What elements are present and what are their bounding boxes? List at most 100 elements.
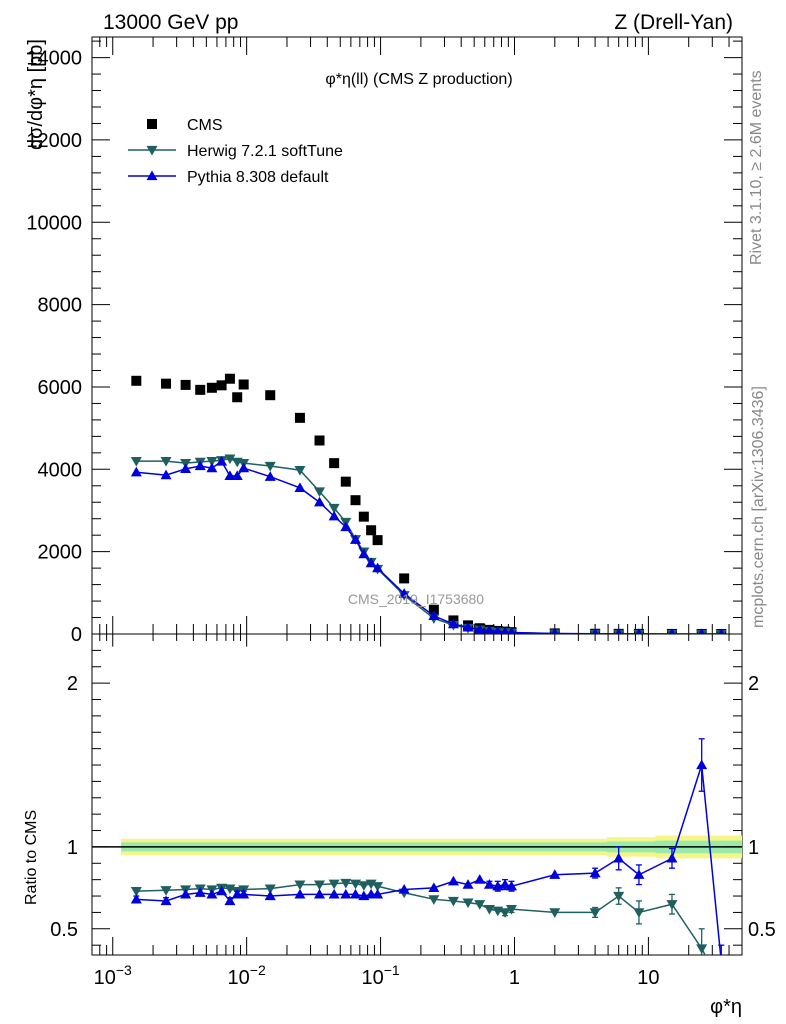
main-point-square — [195, 384, 206, 395]
ratio-point-triangle-up — [238, 888, 250, 899]
main-point-triangle-up — [398, 588, 410, 598]
ratio-point-triangle-up — [506, 880, 518, 891]
y-tick-label: 14000 — [26, 48, 82, 70]
ratio-point-triangle-up — [428, 882, 440, 892]
y-tick-label: 12000 — [26, 130, 82, 152]
ratio-tick-label-right: 1 — [748, 837, 759, 859]
y-tick-label: 10000 — [26, 212, 82, 234]
ratio-point-triangle-down — [506, 905, 518, 915]
ratio-tick-label-left: 1 — [67, 837, 78, 859]
ratio-point-triangle-down — [499, 908, 511, 918]
ratio-point-triangle-down — [328, 879, 340, 890]
main-point-triangle-up — [180, 463, 192, 474]
ratio-point-triangle-up — [696, 759, 708, 770]
main-point-triangle-up — [428, 610, 440, 621]
main-point-triangle-up — [551, 628, 559, 634]
ratio-point-triangle-down — [462, 898, 474, 909]
main-line-2 — [136, 460, 722, 634]
ratio-point-triangle-up — [314, 888, 326, 899]
main-point-square — [206, 382, 217, 393]
ratio-point-triangle-down — [428, 895, 440, 905]
legend-label: CMS — [187, 117, 223, 134]
ratio-line-2 — [136, 764, 722, 955]
main-point-triangle-down — [328, 503, 340, 514]
main-point-triangle-down — [206, 456, 218, 467]
main-point-triangle-up — [130, 466, 142, 477]
legend-label: Pythia 8.308 default — [187, 169, 329, 186]
main-point-triangle-down — [160, 456, 172, 467]
main-series-layer — [130, 373, 727, 634]
ratio-tick-label-right: 0.5 — [748, 919, 776, 941]
x-tick-label: 1 — [509, 967, 520, 989]
ratio-point-triangle-down — [633, 908, 645, 918]
main-point-square — [358, 511, 369, 522]
ratio-point-triangle-up — [328, 888, 340, 899]
main-point-triangle-up — [358, 548, 370, 559]
main-point-triangle-up — [500, 626, 510, 634]
legend-marker — [146, 170, 158, 181]
ratio-point-triangle-down — [589, 908, 601, 918]
main-point-triangle-up — [484, 625, 495, 634]
ratio-tick-label-right: 2 — [748, 673, 759, 695]
main-point-triangle-down — [224, 454, 236, 465]
ratio-point-triangle-up — [398, 883, 410, 894]
main-point-square — [294, 412, 305, 423]
main-point-square — [161, 378, 172, 389]
main-point-triangle-down — [264, 461, 276, 472]
main-point-triangle-up — [507, 627, 516, 634]
main-point-triangle-up — [350, 534, 362, 544]
main-point-square — [399, 573, 410, 584]
x-axis-label: φ*η — [710, 996, 742, 1018]
ratio-y-axis-label: Ratio to CMS — [23, 810, 40, 905]
main-point-triangle-up — [206, 462, 218, 473]
ratio-point-triangle-down — [372, 882, 384, 892]
y-tick-label: 4000 — [38, 459, 83, 481]
y-tick-label: 6000 — [38, 377, 83, 399]
ratio-point-triangle-up — [589, 867, 601, 878]
ratio-point-triangle-up — [666, 852, 678, 863]
main-point-triangle-up — [365, 557, 377, 568]
ratio-point-triangle-up — [206, 888, 218, 899]
main-point-triangle-up — [194, 460, 206, 471]
ratio-point-triangle-down — [130, 887, 142, 897]
x-tick-label: 10−3 — [94, 962, 132, 989]
ratio-point-triangle-up — [294, 888, 306, 899]
ratio-point-triangle-down — [365, 879, 377, 890]
main-point-triangle-up — [474, 624, 486, 634]
main-point-triangle-down — [314, 487, 326, 498]
legend-marker — [146, 145, 158, 156]
ratio-point-triangle-down — [666, 900, 678, 910]
ratio-point-triangle-down — [264, 884, 276, 895]
ratio-point-triangle-up — [499, 879, 511, 889]
y-tick-label: 8000 — [38, 295, 83, 317]
main-point-triangle-down — [130, 456, 142, 467]
ratio-point-triangle-up — [350, 888, 362, 899]
x-tick-label: 10 — [637, 967, 659, 989]
main-point-square — [329, 458, 340, 469]
main-line-1 — [136, 457, 722, 634]
main-point-triangle-up — [328, 510, 340, 521]
ratio-point-triangle-up — [340, 888, 352, 899]
main-point-triangle-up — [231, 470, 243, 481]
ratio-series-layer — [130, 738, 727, 992]
ratio-point-triangle-down — [447, 896, 459, 907]
ratio-point-triangle-up — [216, 885, 228, 896]
ratio-point-triangle-up — [633, 869, 645, 879]
main-point-square — [216, 380, 227, 391]
main-point-triangle-up — [264, 471, 276, 481]
main-point-triangle-up — [238, 462, 250, 473]
ratio-point-triangle-down — [358, 881, 370, 891]
ratio-point-triangle-down — [716, 982, 727, 992]
axis-tick-labels: 0 2000 4000 6000 8000 10000 12000 14000 0.5 0.5 1 1… — [26, 48, 775, 989]
ratio-point-triangle-down — [696, 944, 708, 954]
main-point-triangle-up — [160, 469, 172, 480]
legend-marker — [147, 119, 157, 129]
main-point-triangle-up — [372, 562, 384, 573]
ratio-point-triangle-down — [350, 879, 362, 890]
header-right: Z (Drell-Yan) — [614, 11, 733, 34]
x-tick-label: 10−2 — [228, 962, 266, 989]
ratio-point-triangle-up — [180, 888, 192, 899]
main-point-square — [232, 392, 243, 403]
main-point-square — [428, 604, 439, 615]
